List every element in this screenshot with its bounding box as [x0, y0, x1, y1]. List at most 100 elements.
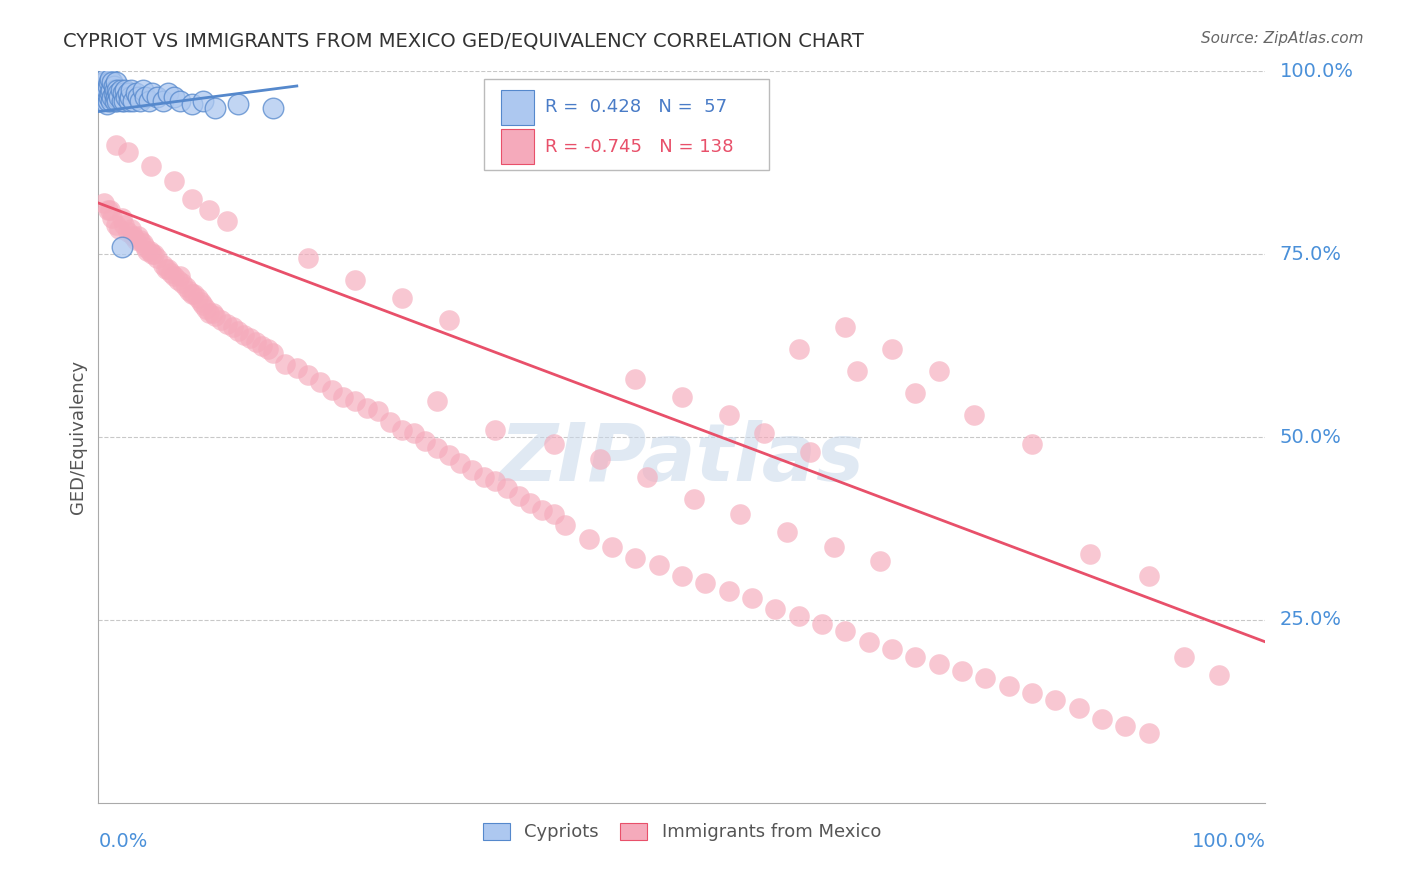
Point — [262, 346, 284, 360]
Point — [1021, 437, 1043, 451]
Point — [111, 94, 134, 108]
Point — [215, 317, 238, 331]
Point — [143, 247, 166, 261]
Point — [449, 456, 471, 470]
Point — [112, 218, 135, 232]
Point — [846, 364, 869, 378]
Point — [125, 233, 148, 247]
Point — [880, 642, 903, 657]
Point — [115, 90, 138, 104]
Point — [204, 101, 226, 115]
Point — [169, 94, 191, 108]
Point — [108, 221, 131, 235]
Point — [950, 664, 973, 678]
Point — [461, 463, 484, 477]
Point — [578, 533, 600, 547]
Point — [90, 94, 112, 108]
Point — [484, 423, 506, 437]
Point — [104, 94, 127, 108]
Point — [152, 258, 174, 272]
Point — [250, 338, 273, 352]
Text: 25.0%: 25.0% — [1279, 610, 1341, 630]
Point — [111, 211, 134, 225]
Point — [1208, 667, 1230, 681]
Point — [472, 470, 495, 484]
Point — [245, 334, 267, 349]
Text: R =  0.428   N =  57: R = 0.428 N = 57 — [546, 98, 727, 116]
Point — [228, 97, 250, 112]
Point — [187, 291, 209, 305]
Point — [98, 203, 121, 218]
Point — [834, 320, 856, 334]
Point — [97, 94, 120, 108]
Point — [198, 203, 221, 218]
Point — [787, 343, 810, 357]
Point — [93, 196, 115, 211]
Point — [180, 193, 202, 207]
Point — [98, 71, 121, 86]
Point — [105, 94, 128, 108]
Point — [519, 496, 541, 510]
Point — [776, 525, 799, 540]
Point — [356, 401, 378, 415]
Point — [104, 83, 127, 97]
Point — [1021, 686, 1043, 700]
Point — [624, 550, 647, 565]
Point — [105, 83, 128, 97]
Point — [180, 97, 202, 112]
Point — [636, 470, 658, 484]
Point — [256, 343, 278, 357]
Point — [163, 269, 186, 284]
Point — [193, 298, 215, 312]
Point — [309, 376, 332, 390]
Point — [97, 75, 120, 89]
Point — [997, 679, 1019, 693]
Point — [624, 371, 647, 385]
Point — [159, 266, 181, 280]
Point — [141, 247, 163, 261]
Point — [103, 87, 125, 101]
Point — [682, 492, 704, 507]
Point — [752, 426, 775, 441]
Point — [543, 437, 565, 451]
FancyBboxPatch shape — [501, 129, 534, 164]
Point — [122, 228, 145, 243]
Point — [132, 83, 155, 97]
Point — [132, 236, 155, 251]
Point — [157, 87, 180, 101]
Point — [730, 507, 752, 521]
Point — [297, 251, 319, 265]
Point — [484, 474, 506, 488]
Point — [671, 569, 693, 583]
Point — [169, 269, 191, 284]
Point — [413, 434, 436, 448]
Point — [91, 83, 114, 97]
Point — [426, 441, 449, 455]
Point — [332, 390, 354, 404]
Point — [104, 90, 127, 104]
Point — [380, 416, 402, 430]
Point — [962, 408, 984, 422]
Point — [129, 233, 152, 247]
Point — [221, 320, 243, 334]
Point — [163, 174, 186, 188]
Point — [134, 90, 156, 104]
Point — [141, 87, 163, 101]
Point — [190, 294, 212, 309]
Point — [152, 94, 174, 108]
Point — [127, 90, 149, 104]
Point — [163, 90, 186, 104]
Point — [117, 145, 139, 159]
Point — [117, 87, 139, 101]
Point — [402, 426, 425, 441]
Point — [100, 94, 122, 108]
Point — [1080, 547, 1102, 561]
FancyBboxPatch shape — [484, 78, 769, 170]
Point — [928, 364, 950, 378]
Point — [823, 540, 845, 554]
Point — [120, 221, 142, 235]
Point — [496, 481, 519, 495]
Point — [134, 240, 156, 254]
Point — [426, 393, 449, 408]
Point — [717, 408, 740, 422]
